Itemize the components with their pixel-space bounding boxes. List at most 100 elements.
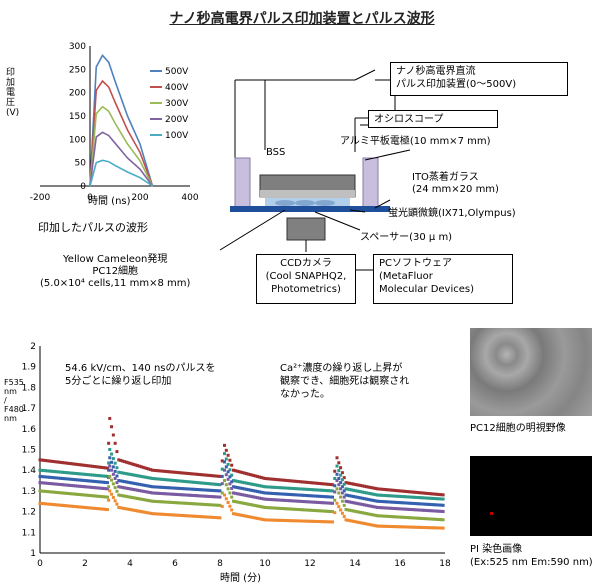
ratio-xtick: 10 — [259, 559, 271, 569]
ratio-data-point — [308, 519, 312, 523]
ratio-data-point — [441, 503, 445, 507]
ratio-data-point — [282, 486, 286, 490]
ratio-data-point — [389, 524, 393, 528]
ratio-data-point — [370, 513, 374, 517]
ratio-data-point — [413, 495, 417, 499]
ratio-data-point — [207, 503, 211, 507]
ratio-data-point — [400, 515, 404, 519]
pulse-ytick: 50 — [75, 159, 87, 169]
ratio-data-point — [61, 461, 64, 465]
ratio-data-point — [263, 485, 267, 489]
ratio-data-point — [424, 508, 428, 512]
ratio-data-point — [376, 514, 379, 518]
ratio-data-point — [327, 489, 331, 493]
ratio-data-point — [230, 508, 234, 512]
ratio-data-point — [162, 500, 166, 504]
ratio-data-point — [286, 486, 289, 490]
ratio-data-point — [325, 489, 329, 493]
ratio-data-point — [331, 489, 334, 493]
ratio-data-point — [346, 481, 350, 485]
ratio-data-point — [182, 514, 186, 518]
ratio-data-point — [306, 487, 310, 491]
ratio-data-point — [387, 500, 391, 504]
ratio-data-point — [361, 521, 365, 525]
ratio-data-point — [160, 469, 164, 473]
ratio-data-point — [391, 525, 394, 529]
ratio-data-point — [160, 477, 164, 481]
ratio-data-point — [147, 499, 151, 503]
ratio-data-point — [209, 482, 213, 486]
ratio-xtick: 12 — [304, 559, 315, 569]
ratio-data-point — [246, 502, 250, 506]
ratio-data-point — [430, 503, 434, 507]
ratio-data-point — [72, 471, 76, 475]
ratio-data-point — [434, 509, 438, 513]
ratio-data-point — [284, 492, 288, 496]
ratio-data-point — [164, 478, 168, 482]
pulse-device-box: ナノ秒高電界直流 パルス印加装置(0～500V) — [390, 62, 568, 96]
ratio-data-point — [211, 515, 214, 519]
ratio-data-point — [383, 488, 387, 492]
ratio-data-point — [239, 470, 243, 474]
ratio-data-point — [406, 501, 409, 505]
ratio-data-point — [64, 491, 68, 495]
ratio-data-point — [346, 493, 350, 497]
ratio-data-point — [299, 499, 303, 503]
ratio-data-point — [81, 485, 85, 489]
ratio-ytick: 1.9 — [22, 363, 37, 373]
ratio-xtick: 4 — [127, 559, 133, 569]
ratio-data-point — [98, 507, 102, 511]
ratio-data-point — [205, 503, 209, 507]
ratio-data-point — [314, 519, 318, 523]
camera-icon — [286, 217, 326, 241]
ratio-data-point — [436, 526, 439, 530]
ratio-data-point — [233, 512, 237, 516]
ratio-data-point — [104, 487, 108, 491]
ratio-data-point — [392, 525, 396, 529]
ratio-data-point — [136, 474, 139, 478]
pulse-series-line — [89, 131, 154, 187]
ratio-data-point — [91, 464, 94, 468]
ratio-data-point — [205, 488, 209, 492]
ratio-data-point — [302, 519, 306, 523]
ratio-data-point — [100, 495, 104, 499]
ratio-data-point — [49, 469, 53, 473]
ratio-data-point — [102, 480, 106, 484]
ratio-data-point — [317, 494, 321, 498]
ratio-data-point — [106, 466, 109, 470]
ratio-data-point — [162, 485, 166, 489]
ratio-data-point — [44, 475, 48, 479]
ratio-data-point — [192, 487, 196, 491]
ratio-data-point — [387, 524, 391, 528]
ratio-data-point — [314, 481, 318, 485]
ratio-data-point — [376, 499, 379, 503]
ratio-data-point — [40, 475, 44, 479]
ratio-data-point — [230, 486, 234, 490]
ratio-data-point — [175, 513, 179, 517]
ratio-data-point — [363, 490, 367, 494]
ratio-data-point — [51, 469, 55, 473]
ratio-data-point — [402, 507, 406, 511]
ratio-data-point — [430, 526, 434, 530]
ratio-data-point — [143, 483, 147, 487]
ratio-data-point — [391, 494, 394, 498]
ratio-data-point — [59, 470, 63, 474]
ratio-data-point — [122, 494, 126, 498]
ratio-data-point — [407, 525, 411, 529]
ratio-data-point — [361, 484, 365, 488]
ratio-data-point — [209, 503, 213, 507]
ratio-data-point — [201, 473, 205, 477]
ratio-data-point — [333, 484, 337, 488]
ratio-data-point — [417, 525, 421, 529]
ratio-data-point — [289, 486, 293, 490]
ratio-data-point — [407, 490, 411, 494]
ratio-data-point — [419, 496, 423, 500]
ratio-data-point — [351, 495, 355, 499]
ratio-data-point — [342, 503, 346, 507]
ratio-data-point — [216, 489, 220, 493]
ratio-data-point — [149, 511, 153, 515]
ratio-data-point — [132, 481, 136, 485]
ratio-data-point — [344, 481, 348, 485]
ratio-data-point — [339, 466, 343, 470]
ratio-data-point — [196, 514, 199, 518]
